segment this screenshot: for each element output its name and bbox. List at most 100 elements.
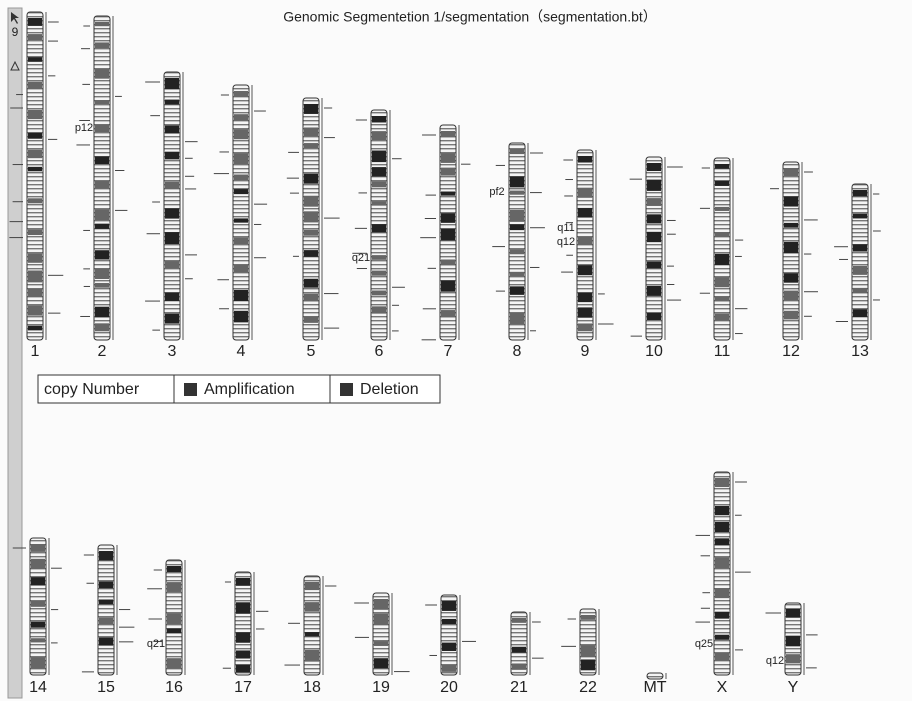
band (165, 261, 179, 269)
band (31, 657, 45, 669)
band (372, 224, 386, 232)
band (372, 201, 386, 205)
chromosome-label: 6 (375, 343, 384, 360)
band (165, 78, 179, 89)
chromosome-body (509, 143, 525, 340)
band (510, 313, 524, 325)
band (715, 635, 729, 640)
band (31, 601, 45, 607)
band (165, 182, 179, 189)
band (234, 175, 248, 181)
band (510, 176, 524, 187)
band-label: p12 (75, 122, 93, 134)
band (31, 622, 45, 628)
band (372, 255, 386, 260)
band (853, 288, 867, 293)
band (165, 208, 179, 218)
band (715, 277, 729, 287)
chromosome-label: X (717, 679, 728, 696)
band (715, 557, 729, 568)
band (304, 211, 318, 222)
band (786, 636, 800, 647)
band (236, 632, 250, 642)
chromosome-label: 18 (303, 679, 321, 696)
band (374, 641, 388, 646)
band (304, 104, 318, 114)
band (31, 577, 45, 585)
band (512, 647, 526, 653)
band (510, 249, 524, 254)
band (441, 168, 455, 176)
chromosome-label: 11 (714, 343, 731, 360)
band (304, 230, 318, 236)
band (28, 270, 42, 282)
zoom-tool[interactable]: 9 (12, 25, 19, 39)
band (234, 290, 248, 301)
band (578, 265, 592, 275)
band (441, 192, 455, 196)
band (305, 602, 319, 612)
band (28, 289, 42, 297)
band (372, 271, 386, 276)
band (167, 658, 181, 669)
band-label: q11 (557, 222, 575, 234)
chromosome-body (714, 472, 730, 675)
chromosome-body (98, 545, 114, 675)
chromosome-label: 12 (782, 343, 800, 360)
band (28, 326, 42, 331)
band (715, 164, 729, 169)
band (715, 314, 729, 321)
band (441, 213, 455, 223)
band (236, 665, 250, 673)
legend-item[interactable]: Deletion (360, 381, 419, 398)
band (715, 181, 729, 186)
chromosome-label: 15 (97, 679, 115, 696)
band (304, 279, 318, 288)
band (28, 82, 42, 89)
band (715, 478, 729, 487)
band (234, 237, 248, 244)
band (372, 167, 386, 176)
chromosome-label: 8 (513, 343, 522, 360)
band (28, 133, 42, 139)
band (374, 614, 388, 625)
band (853, 244, 867, 251)
band (786, 609, 800, 618)
band (304, 294, 318, 302)
band (167, 628, 181, 633)
band (31, 544, 45, 552)
band (578, 323, 592, 331)
band (715, 653, 729, 661)
band (305, 650, 319, 662)
band (165, 100, 179, 105)
band (95, 268, 109, 279)
band (304, 174, 318, 184)
band (236, 602, 250, 613)
band (578, 208, 592, 218)
chromosome-label: 13 (851, 343, 869, 360)
band (234, 153, 248, 164)
chromosome-body (233, 85, 249, 340)
chromosome-label: 3 (168, 343, 177, 360)
chromosome-body (647, 673, 663, 679)
band (442, 601, 456, 611)
band (372, 181, 386, 187)
band (442, 619, 456, 624)
chromosome-label: 21 (510, 679, 528, 696)
band (715, 296, 729, 301)
legend-item[interactable]: Amplification (204, 381, 295, 398)
chromosome-label: 10 (645, 343, 663, 360)
band (784, 168, 798, 176)
band (647, 180, 661, 191)
band (28, 150, 42, 158)
band (95, 307, 109, 318)
band (441, 131, 455, 137)
band (647, 232, 661, 242)
band (853, 190, 867, 196)
band (95, 42, 109, 48)
chromosome-label: 20 (440, 679, 458, 696)
band (99, 551, 113, 560)
band (581, 645, 595, 657)
band (510, 191, 524, 195)
band (304, 127, 318, 136)
